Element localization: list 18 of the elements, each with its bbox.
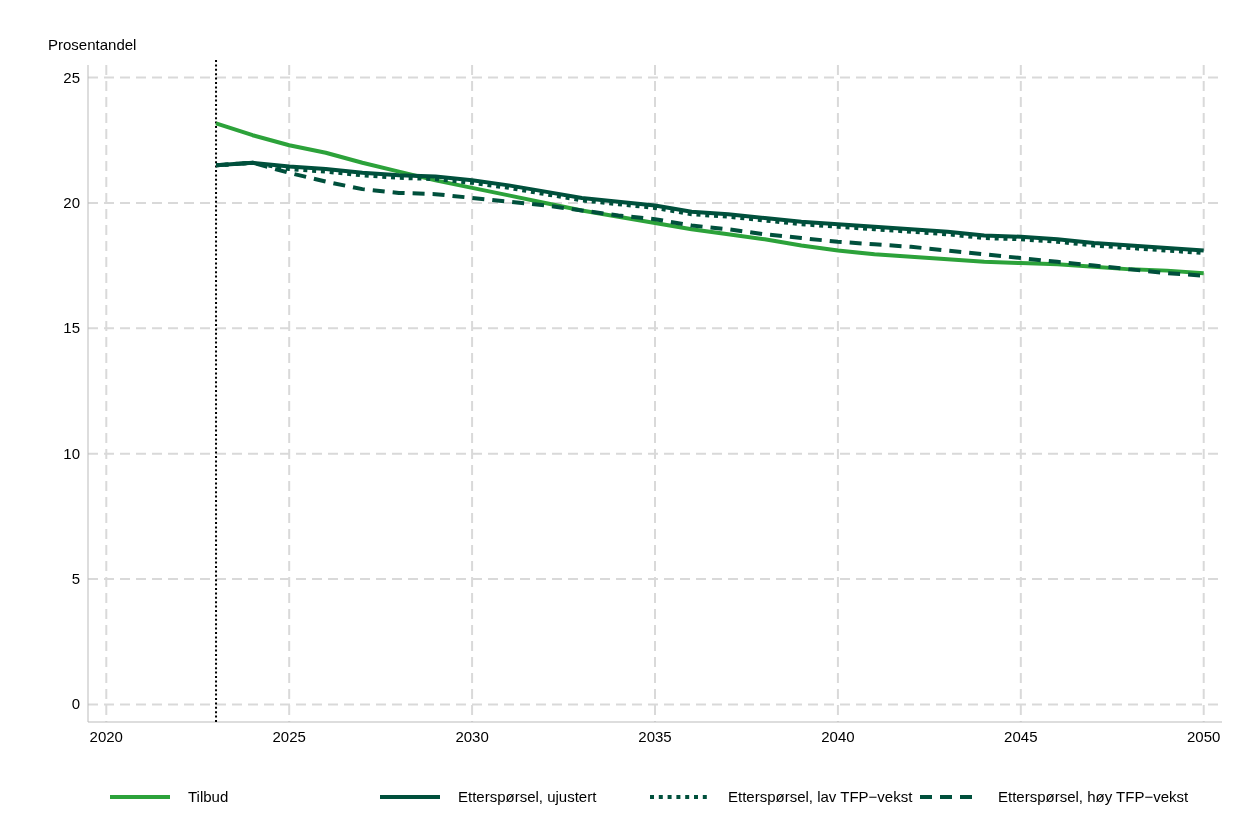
x-tick-label: 2020	[89, 728, 123, 745]
y-tick-label: 20	[63, 193, 80, 211]
x-tick-label: 2030	[455, 728, 489, 745]
legend-label: Etterspørsel, ujustert	[458, 788, 598, 805]
y-tick-label: 15	[63, 319, 80, 337]
x-tick-label: 2050	[1187, 728, 1221, 745]
y-axis-title: Prosentandel	[48, 36, 137, 53]
y-tick-label: 0	[71, 695, 80, 713]
x-tick-label: 2025	[272, 728, 306, 745]
legend-label: Etterspørsel, høy TFP−vekst	[998, 788, 1190, 805]
legend-label: Etterspørsel, lav TFP−vekst	[728, 788, 914, 805]
x-tick-label: 2040	[821, 728, 855, 745]
y-tick-label: 25	[63, 68, 80, 86]
y-tick-label: 5	[71, 570, 80, 588]
y-tick-label: 10	[63, 444, 80, 462]
x-tick-label: 2035	[638, 728, 672, 745]
legend-label: Tilbud	[188, 788, 229, 805]
x-tick-label: 2045	[1004, 728, 1038, 745]
